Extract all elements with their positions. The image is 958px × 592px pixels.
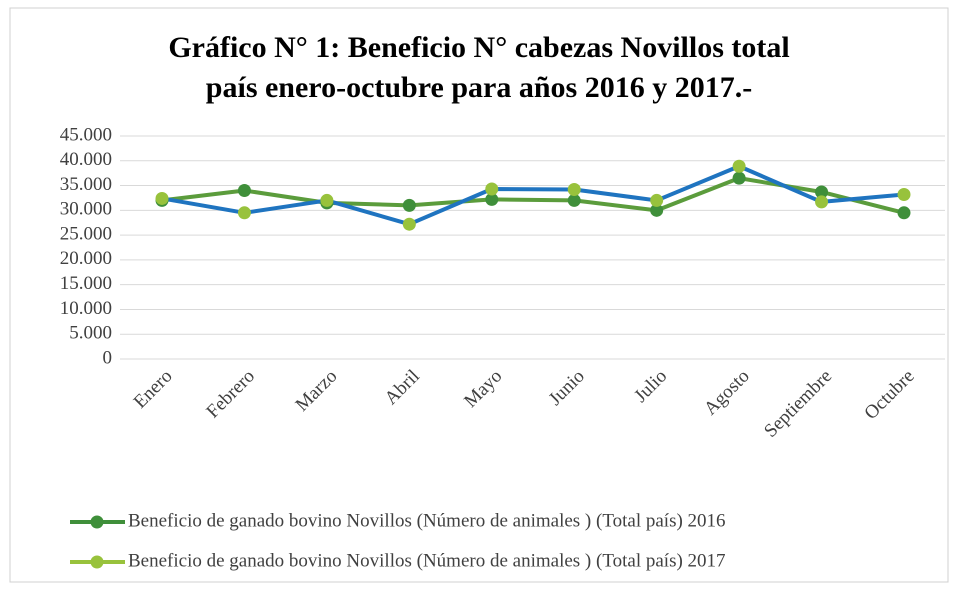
data-point: [650, 193, 664, 207]
y-tick-label: 45.000: [60, 124, 112, 145]
data-point: [237, 206, 251, 220]
data-point: [815, 185, 829, 199]
data-point: [320, 193, 334, 207]
data-point: [402, 198, 416, 212]
legend-marker: [90, 515, 104, 529]
data-point: [650, 203, 664, 217]
legend-label: Beneficio de ganado bovino Novillos (Núm…: [128, 510, 726, 531]
data-point: [567, 183, 581, 197]
y-tick-label: 40.000: [60, 149, 112, 170]
series-line: [161, 164, 905, 227]
data-point: [815, 195, 829, 209]
data-point: [897, 206, 911, 220]
data-point: [155, 191, 169, 205]
legend-marker: [90, 555, 104, 569]
y-tick-label: 10.000: [60, 298, 112, 319]
y-tick-label: 30.000: [60, 199, 112, 220]
data-point: [237, 184, 251, 198]
chart-border: [9, 7, 949, 583]
data-point: [402, 217, 416, 231]
data-point: [732, 171, 746, 185]
y-tick-label: 35.000: [60, 174, 112, 195]
y-tick-label: 5.000: [69, 323, 112, 344]
data-point: [567, 193, 581, 207]
data-point: [732, 159, 746, 173]
legend-label: Beneficio de ganado bovino Novillos (Núm…: [128, 550, 726, 571]
chart-title: Gráfico N° 1: Beneficio N° cabezas Novil…: [168, 31, 789, 64]
y-tick-label: 25.000: [60, 223, 112, 244]
data-point: [485, 192, 499, 206]
y-tick-label: 15.000: [60, 273, 112, 294]
y-tick-label: 20.000: [60, 248, 112, 269]
data-point: [485, 182, 499, 196]
y-tick-label: 0: [103, 347, 113, 368]
chart-title: país enero-octubre para años 2016 y 2017…: [206, 71, 752, 104]
data-point: [897, 187, 911, 201]
